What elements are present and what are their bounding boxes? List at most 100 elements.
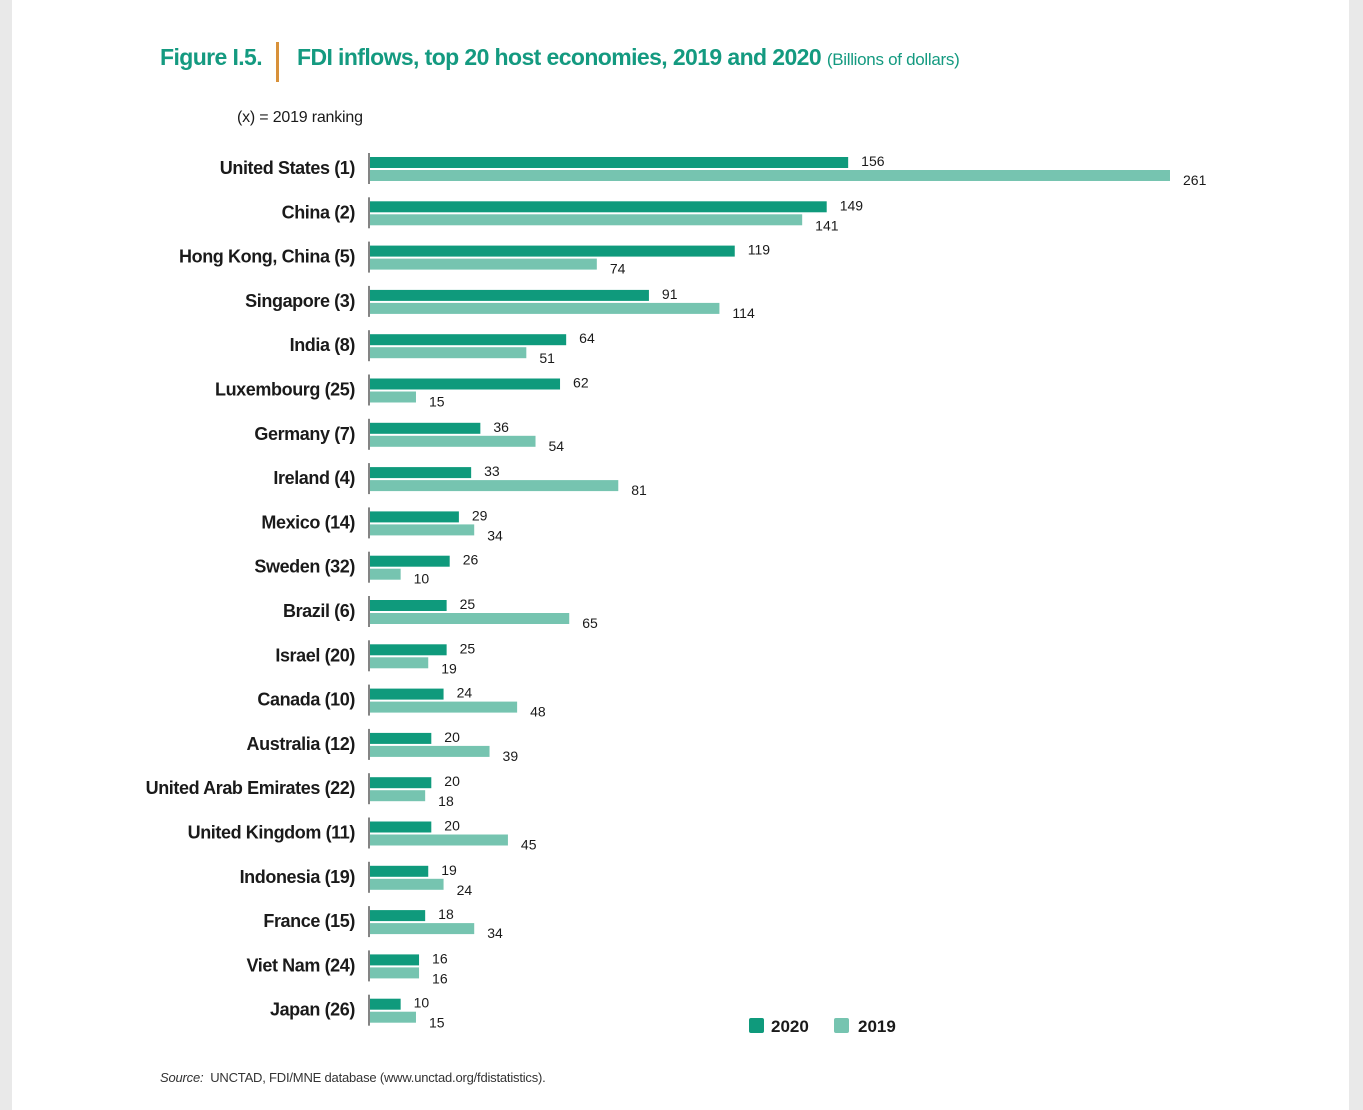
bar-2020-germany-7 xyxy=(370,422,481,434)
bar-2019-germany-7 xyxy=(370,435,536,447)
value-label-2019-singapore-3: 114 xyxy=(732,305,755,321)
figure-page: Figure I.5. FDI inflows, top 20 host eco… xyxy=(12,0,1349,1110)
category-label-sweden-32: Sweden (32) xyxy=(254,557,355,577)
category-label-germany-7: Germany (7) xyxy=(254,424,355,444)
value-label-2019-united-states-1: 261 xyxy=(1183,172,1207,188)
bar-2019-ireland-4 xyxy=(370,480,619,492)
category-label-canada-10: Canada (10) xyxy=(257,690,355,710)
bar-2019-united-arab-emirates-22 xyxy=(370,790,426,802)
bar-2020-singapore-3 xyxy=(370,289,649,301)
source-text: UNCTAD, FDI/MNE database (www.unctad.org… xyxy=(210,1070,546,1085)
bar-2019-viet-nam-24 xyxy=(370,967,420,979)
category-label-australia-12: Australia (12) xyxy=(247,734,356,754)
category-label-mexico-14: Mexico (14) xyxy=(261,512,355,532)
bar-2020-hong-kong-china-5 xyxy=(370,245,735,257)
value-label-2020-mexico-14: 29 xyxy=(472,507,488,523)
bar-2019-japan-26 xyxy=(370,1011,416,1023)
value-label-2020-indonesia-19: 19 xyxy=(441,862,457,878)
value-label-2019-united-kingdom-11: 45 xyxy=(521,837,537,853)
bar-2020-mexico-14 xyxy=(370,511,459,523)
value-label-2020-israel-20: 25 xyxy=(460,640,476,656)
value-label-2020-india-8: 64 xyxy=(579,330,595,346)
title-separator xyxy=(276,42,279,82)
category-label-singapore-3: Singapore (3) xyxy=(245,291,355,311)
value-label-2019-indonesia-19: 24 xyxy=(457,882,473,898)
bar-2020-indonesia-19 xyxy=(370,865,429,877)
value-label-2020-brazil-6: 25 xyxy=(460,596,476,612)
value-label-2020-china-2: 149 xyxy=(840,197,864,213)
bar-2020-india-8 xyxy=(370,334,567,346)
category-label-france-15: France (15) xyxy=(263,911,355,931)
legend-swatch-2019 xyxy=(834,1018,849,1033)
category-label-china-2: China (2) xyxy=(282,202,356,222)
category-label-japan-26: Japan (26) xyxy=(270,1000,355,1020)
value-label-2019-france-15: 34 xyxy=(487,925,503,941)
value-label-2020-canada-10: 24 xyxy=(457,685,473,701)
category-label-united-arab-emirates-22: United Arab Emirates (22) xyxy=(146,778,356,798)
value-label-2020-ireland-4: 33 xyxy=(484,463,500,479)
bar-2019-china-2 xyxy=(370,214,803,226)
value-label-2019-sweden-32: 10 xyxy=(414,571,430,587)
category-label-indonesia-19: Indonesia (19) xyxy=(240,867,356,887)
value-label-2019-hong-kong-china-5: 74 xyxy=(610,261,626,277)
value-label-2019-viet-nam-24: 16 xyxy=(432,970,448,986)
category-label-brazil-6: Brazil (6) xyxy=(283,601,355,621)
bar-2019-singapore-3 xyxy=(370,302,720,314)
value-label-2020-germany-7: 36 xyxy=(493,419,509,435)
value-label-2020-france-15: 18 xyxy=(438,906,454,922)
value-label-2019-china-2: 141 xyxy=(815,217,839,233)
bar-2019-india-8 xyxy=(370,347,527,359)
category-label-ireland-4: Ireland (4) xyxy=(273,468,355,488)
value-label-2020-sweden-32: 26 xyxy=(463,552,479,568)
value-label-2020-united-arab-emirates-22: 20 xyxy=(444,773,460,789)
category-label-india-8: India (8) xyxy=(290,335,356,355)
value-label-2019-canada-10: 48 xyxy=(530,704,546,720)
category-label-united-states-1: United States (1) xyxy=(220,158,356,178)
bar-2020-united-arab-emirates-22 xyxy=(370,777,432,789)
value-label-2019-luxembourg-25: 15 xyxy=(429,394,445,410)
category-label-viet-nam-24: Viet Nam (24) xyxy=(246,955,355,975)
bar-2020-ireland-4 xyxy=(370,467,472,479)
bar-2020-united-kingdom-11 xyxy=(370,821,432,833)
category-label-luxembourg-25: Luxembourg (25) xyxy=(215,380,355,400)
legend-label-2019: 2019 xyxy=(858,1017,896,1036)
bar-2019-hong-kong-china-5 xyxy=(370,258,597,270)
bar-2019-australia-12 xyxy=(370,745,490,757)
value-label-2019-united-arab-emirates-22: 18 xyxy=(438,793,454,809)
bar-2019-brazil-6 xyxy=(370,613,570,624)
bar-2020-viet-nam-24 xyxy=(370,954,420,966)
source-label: Source: xyxy=(160,1070,204,1085)
bar-2020-canada-10 xyxy=(370,688,444,700)
value-label-2019-ireland-4: 81 xyxy=(631,482,647,498)
category-label-hong-kong-china-5: Hong Kong, China (5) xyxy=(179,247,355,267)
bar-2020-brazil-6 xyxy=(370,600,447,611)
value-label-2020-luxembourg-25: 62 xyxy=(573,375,589,391)
category-label-israel-20: Israel (20) xyxy=(275,645,355,665)
bar-2019-sweden-32 xyxy=(370,568,401,580)
bar-2019-france-15 xyxy=(370,923,475,935)
figure-unit: (Billions of dollars) xyxy=(826,50,960,69)
value-label-2020-singapore-3: 91 xyxy=(662,286,678,302)
ranking-note: (x) = 2019 ranking xyxy=(237,109,363,126)
bar-2020-luxembourg-25 xyxy=(370,378,561,390)
value-label-2020-japan-26: 10 xyxy=(414,995,430,1011)
value-label-2019-brazil-6: 65 xyxy=(582,615,598,631)
bar-2019-canada-10 xyxy=(370,701,518,713)
bar-2019-united-states-1 xyxy=(370,170,1170,181)
bar-2020-sweden-32 xyxy=(370,555,450,567)
bar-2020-france-15 xyxy=(370,910,426,922)
value-label-2019-israel-20: 19 xyxy=(441,660,457,676)
legend-label-2020: 2020 xyxy=(771,1017,809,1036)
bar-2020-australia-12 xyxy=(370,732,432,744)
bar-2019-israel-20 xyxy=(370,657,429,669)
figure-label: Figure I.5. xyxy=(160,44,263,70)
bar-2019-luxembourg-25 xyxy=(370,391,416,403)
bar-2020-japan-26 xyxy=(370,998,401,1010)
legend-swatch-2020 xyxy=(749,1018,764,1033)
value-label-2019-mexico-14: 34 xyxy=(487,527,503,543)
value-label-2019-germany-7: 54 xyxy=(549,438,565,454)
value-label-2020-united-kingdom-11: 20 xyxy=(444,818,460,834)
bar-2019-mexico-14 xyxy=(370,524,475,536)
bar-2019-indonesia-19 xyxy=(370,878,444,890)
